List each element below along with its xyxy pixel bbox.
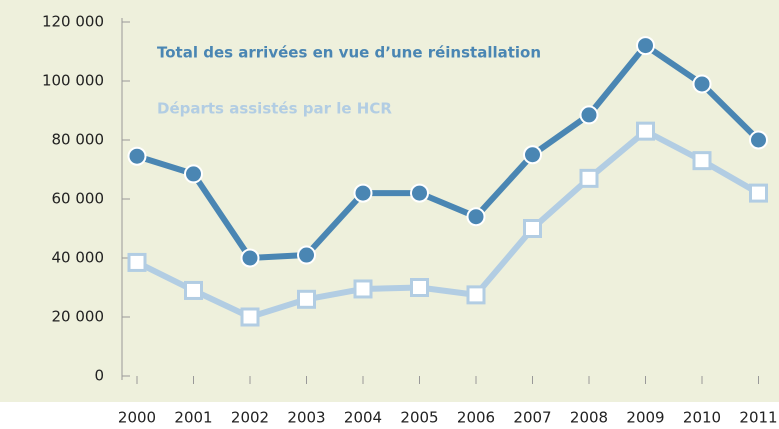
point-marker xyxy=(636,121,655,141)
point-marker xyxy=(466,285,486,305)
point-marker xyxy=(353,183,373,203)
y-tick-label: 20 000 xyxy=(52,308,105,326)
point-marker xyxy=(184,280,203,300)
point-marker xyxy=(692,74,712,94)
x-tick-label: 2010 xyxy=(683,409,721,427)
x-tick-label: 2000 xyxy=(118,409,156,427)
y-tick-label: 100 000 xyxy=(42,72,104,90)
x-tick-label: 2006 xyxy=(457,409,495,427)
y-tick-label: 80 000 xyxy=(52,131,105,149)
point-marker xyxy=(749,183,768,203)
x-tick-label: 2007 xyxy=(513,409,551,427)
x-tick-label: 2005 xyxy=(400,409,438,427)
y-tick-label: 40 000 xyxy=(52,249,105,267)
point-marker xyxy=(184,164,203,184)
point-marker xyxy=(749,130,768,150)
x-tick-label: 2002 xyxy=(231,409,269,427)
x-tick-label: 2009 xyxy=(626,409,664,427)
x-tick-label: 2004 xyxy=(344,409,382,427)
point-marker xyxy=(297,245,316,265)
x-tick-label: 2001 xyxy=(174,409,212,427)
x-tick-label: 2003 xyxy=(287,409,325,427)
point-marker xyxy=(579,105,599,125)
point-marker xyxy=(127,146,147,166)
y-tick-label: 60 000 xyxy=(52,190,105,208)
point-marker xyxy=(127,252,147,272)
point-marker xyxy=(353,279,373,299)
legend-entry: Départs assistés par le HCR xyxy=(157,100,392,118)
point-marker xyxy=(692,151,712,171)
y-tick-label: 0 xyxy=(94,367,104,385)
point-marker xyxy=(297,289,316,309)
point-marker xyxy=(410,183,429,203)
x-tick-label: 2011 xyxy=(739,409,777,427)
point-marker xyxy=(523,219,542,238)
point-marker xyxy=(240,248,260,268)
x-tick-label: 2008 xyxy=(570,409,608,427)
point-marker xyxy=(466,207,486,227)
plot-background xyxy=(0,0,779,402)
point-marker xyxy=(523,145,542,165)
point-marker xyxy=(579,168,599,188)
y-tick-label: 120 000 xyxy=(42,13,104,31)
point-marker xyxy=(410,278,429,297)
series-line xyxy=(136,42,761,261)
legend-entry: Total des arrivées en vue d’une réinstal… xyxy=(157,44,541,62)
point-marker xyxy=(636,36,655,56)
point-marker xyxy=(240,307,260,327)
